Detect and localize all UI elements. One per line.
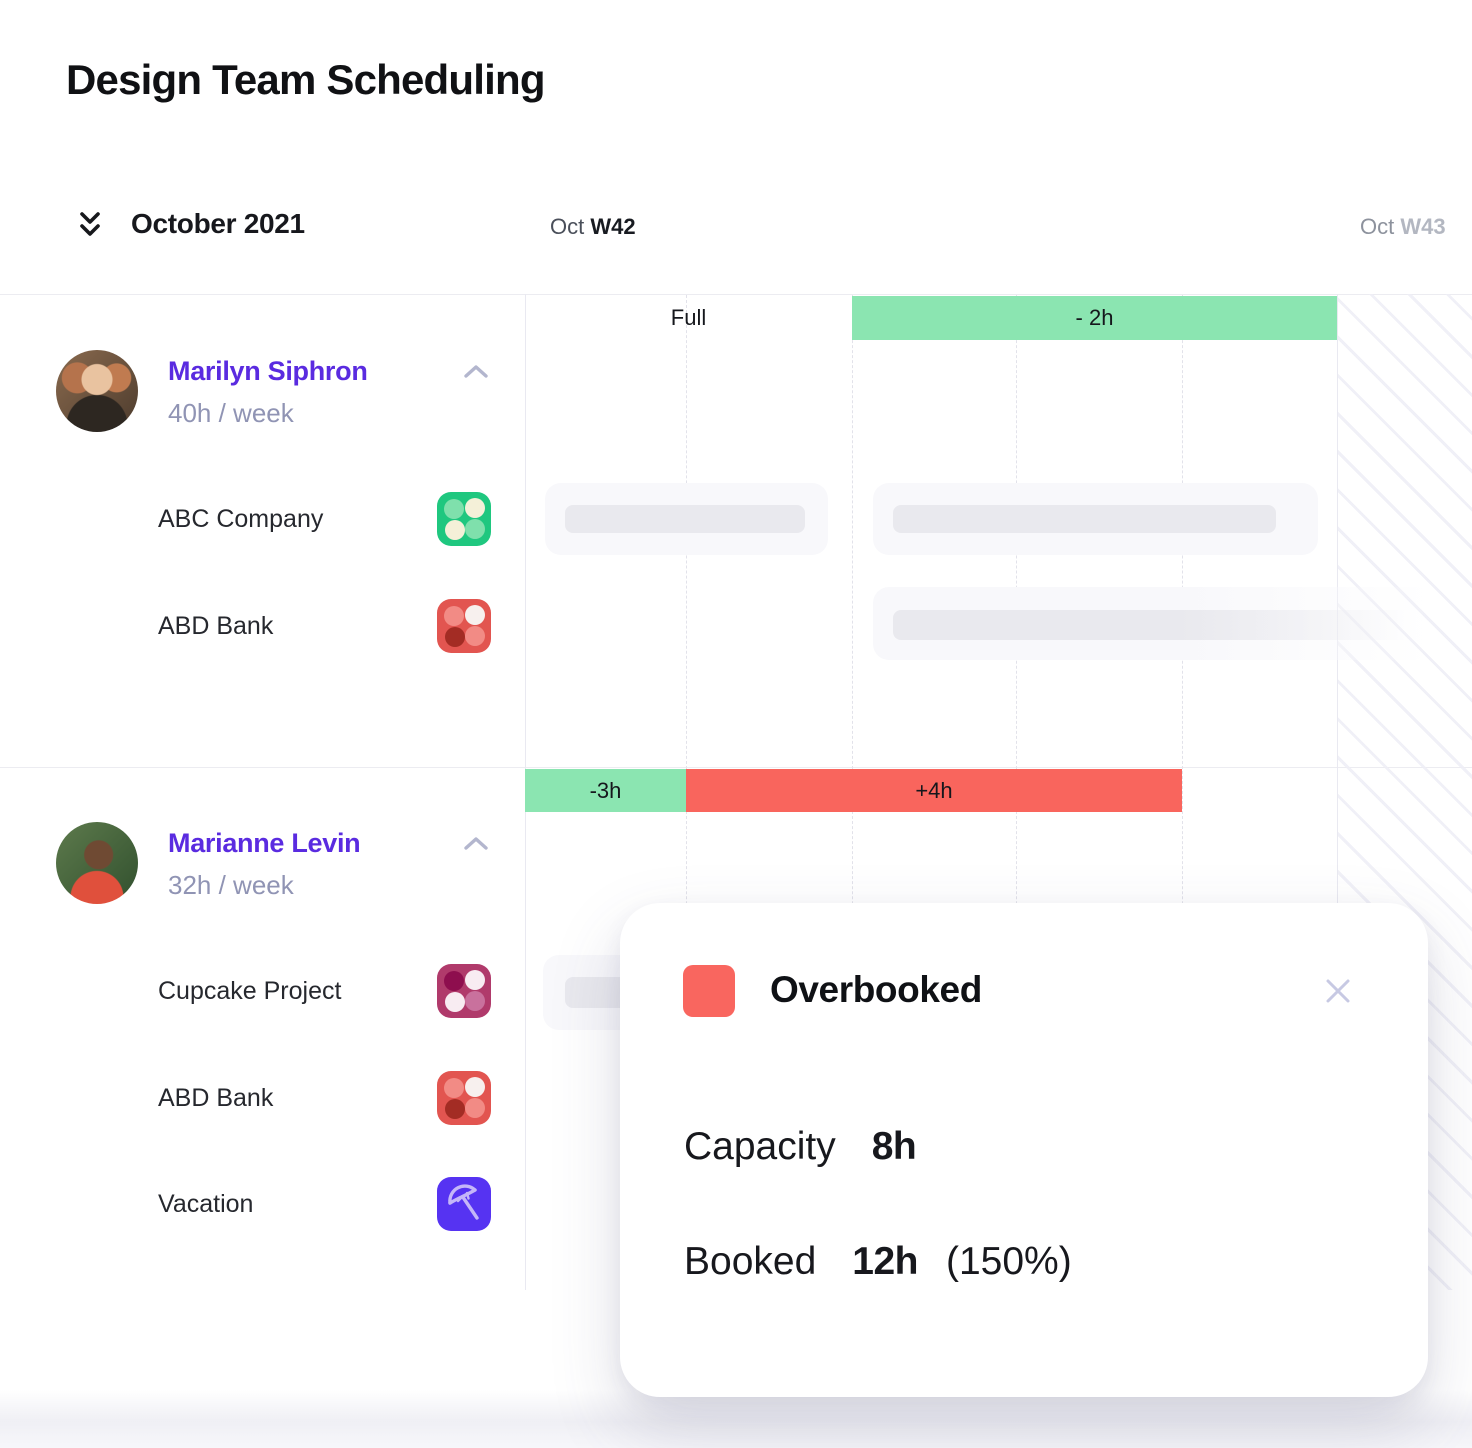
capacity-value: 8h: [871, 1125, 917, 1168]
booked-percent: (150%): [945, 1240, 1072, 1283]
month-label: October 2021: [131, 208, 305, 239]
allocation-bar: [565, 505, 805, 533]
section-divider-top: [0, 294, 1472, 295]
week-boundary-line: [1337, 294, 1338, 1290]
booked-label: Booked: [684, 1240, 817, 1283]
collapse-all-icon[interactable]: [74, 206, 106, 246]
close-icon[interactable]: [1320, 973, 1356, 1009]
person-name[interactable]: Marilyn Siphron: [168, 356, 368, 386]
allocation-bar: [893, 505, 1276, 533]
project-dots-icon-red[interactable]: [437, 1071, 491, 1125]
section-divider-middle: [0, 767, 1472, 768]
chevron-up-icon[interactable]: [461, 362, 491, 382]
bottom-fade-band: [0, 1390, 1472, 1448]
capacity-label: Capacity: [684, 1125, 836, 1168]
capacity-row: Capacity 8h: [684, 1125, 917, 1169]
project-dots-icon-green[interactable]: [437, 492, 491, 546]
allocation-bar: [893, 610, 1413, 640]
project-label[interactable]: ABD Bank: [158, 612, 274, 640]
project-label[interactable]: Cupcake Project: [158, 977, 342, 1005]
capacity-bar-under-2h[interactable]: - 2h: [852, 296, 1337, 340]
vacation-umbrella-icon[interactable]: [437, 1177, 491, 1231]
project-label[interactable]: ABC Company: [158, 505, 324, 533]
capacity-bar-under-3h[interactable]: -3h: [525, 769, 686, 812]
capacity-bar-full[interactable]: Full: [670, 305, 707, 330]
overbooked-color-swatch: [683, 965, 735, 1017]
avatar: [56, 822, 138, 904]
person-name[interactable]: Marianne Levin: [168, 828, 361, 858]
gridline-day: [1182, 295, 1183, 1290]
project-dots-icon-red[interactable]: [437, 599, 491, 653]
avatar: [56, 350, 138, 432]
capacity-bar-over-4h[interactable]: +4h: [686, 769, 1182, 812]
page-title: Design Team Scheduling: [66, 56, 546, 103]
booked-row: Booked 12h (150%): [684, 1240, 1072, 1284]
booked-value: 12h: [852, 1240, 918, 1283]
chevron-up-icon[interactable]: [461, 834, 491, 854]
project-label[interactable]: ABD Bank: [158, 1084, 274, 1112]
popup-title: Overbooked: [770, 969, 982, 1010]
overbooked-popup: Overbooked Capacity 8h Booked 12h (150%): [620, 903, 1428, 1397]
person-capacity: 40h / week: [168, 398, 294, 428]
project-label[interactable]: Vacation: [158, 1190, 254, 1218]
project-dots-icon-maroon[interactable]: [437, 964, 491, 1018]
week-header-w42: Oct W42: [550, 214, 636, 239]
week-header-w43: Oct W43: [1360, 214, 1446, 239]
person-capacity: 32h / week: [168, 870, 294, 900]
